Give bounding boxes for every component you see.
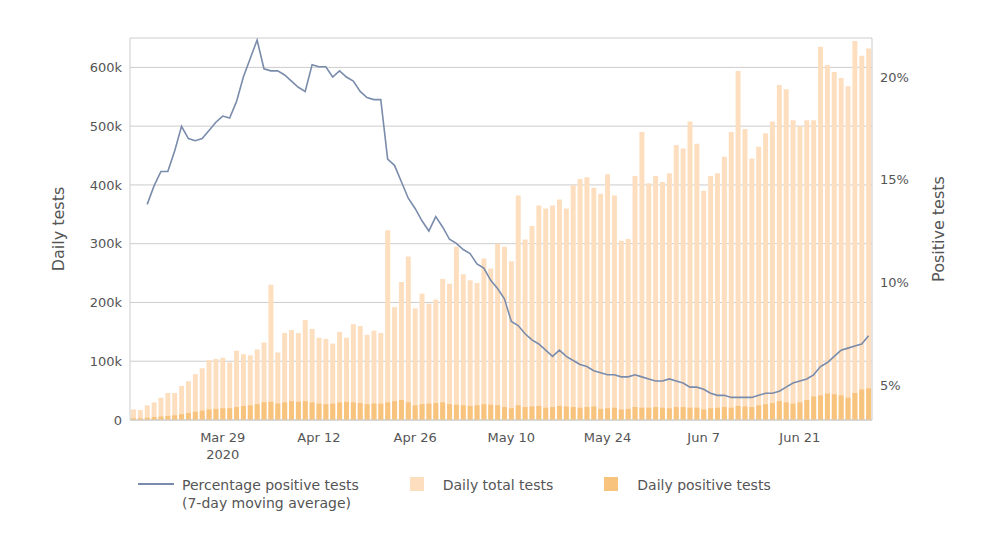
svg-text:Daily tests: Daily tests: [49, 187, 68, 272]
svg-text:10%: 10%: [880, 275, 909, 290]
svg-text:15%: 15%: [880, 172, 909, 187]
svg-text:Mar 292020: Mar 292020: [200, 430, 245, 462]
svg-text:200k: 200k: [90, 295, 123, 310]
svg-text:Positive tests: Positive tests: [929, 176, 948, 282]
svg-text:500k: 500k: [90, 119, 123, 134]
svg-text:100k: 100k: [90, 354, 123, 369]
html-text:Percentage positive tests (7-d: Percentage positive tests (7-day moving …: [182, 477, 359, 511]
svg-text:300k: 300k: [90, 236, 123, 251]
svg-text:0: 0: [114, 413, 122, 428]
svg-text:5%: 5%: [880, 378, 901, 393]
html-text:Daily positive tests: Daily positive tests: [637, 477, 771, 493]
svg-text:400k: 400k: [90, 178, 123, 193]
svg-text:Apr 12: Apr 12: [297, 430, 340, 445]
svg-text:20%: 20%: [880, 70, 909, 85]
html-text:Daily total tests: Daily total tests: [442, 477, 554, 493]
svg-text:600k: 600k: [90, 60, 123, 75]
svg-text:May 24: May 24: [584, 430, 632, 445]
svg-text:May 10: May 10: [488, 430, 536, 445]
svg-text:Apr 26: Apr 26: [394, 430, 437, 445]
svg-text:Jun 7: Jun 7: [686, 430, 720, 445]
svg-text:Jun 21: Jun 21: [778, 430, 820, 445]
